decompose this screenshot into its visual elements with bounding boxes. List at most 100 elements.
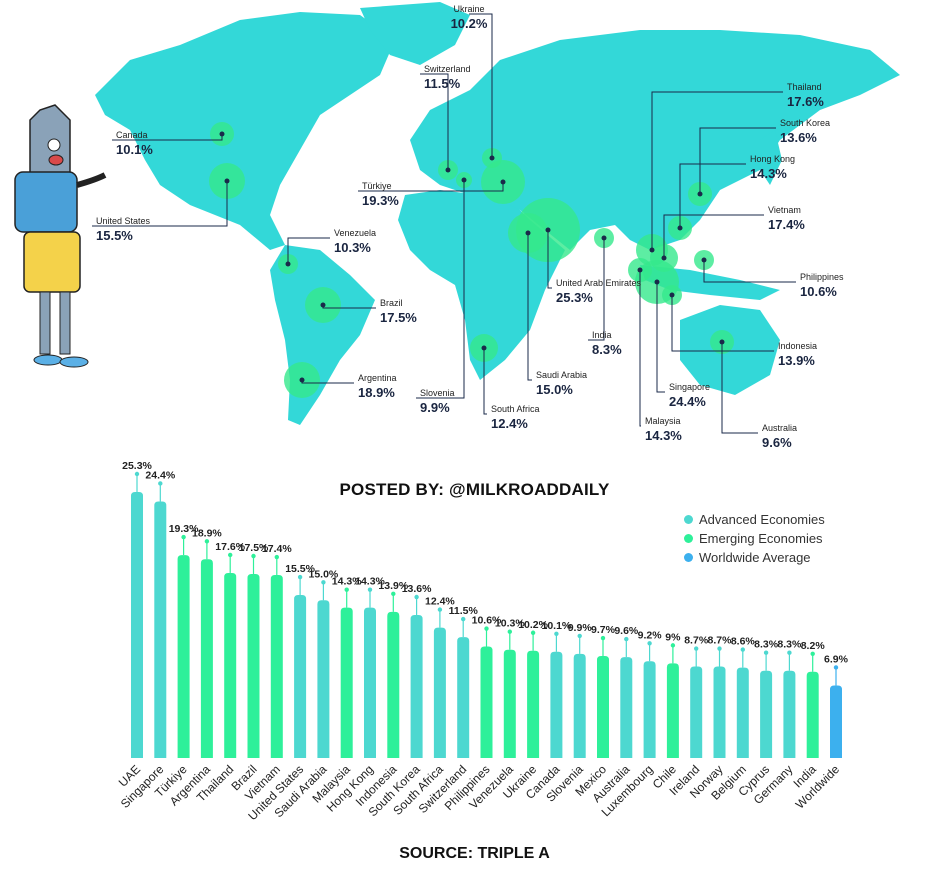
map-value-malaysia: 14.3% [645,428,682,443]
leader-t-rkiye [358,182,504,192]
pin-australia [719,339,725,345]
bar-chart: 25.3%UAE24.4%Singapore19.3%Türkiye18.9%A… [116,460,849,823]
leader-saudi-arabia [527,233,532,381]
map-name-switzerland: Switzerland [424,64,471,74]
continent-greenland [360,2,470,65]
map-name-india: India [592,330,612,340]
bar-value-indonesia: 13.9% [378,580,408,592]
bar-value-switzerland: 11.5% [449,605,479,617]
bar-slovenia [573,653,586,758]
bar-vietnam [270,575,283,758]
leader-venezuela [287,237,330,264]
bar-value-slovenia: 9.9% [568,622,593,634]
map-value-hong-kong: 14.3% [750,166,787,181]
bar-australia [620,657,633,758]
bar-value-luxembourg: 9.2% [638,629,663,641]
map-value-t-rkiye: 19.3% [362,193,399,208]
bar-marker-canada [554,631,559,637]
bar-value-ireland: 8.7% [684,635,709,647]
bar-value-worldwide: 6.9% [824,653,849,665]
bar-value-hong-kong: 14.3% [355,576,385,588]
legend-swatch-advanced [684,515,693,524]
world-map: Ukraine 10.2% Switzerland 11.5% Thailand 17.6… [14,2,900,450]
map-name-philippines: Philippines [800,272,844,282]
bar-value-united-states: 15.5% [285,563,315,575]
bar-luxembourg [643,661,656,758]
pin-brazil [320,302,326,308]
map-name-south-korea: South Korea [780,118,830,128]
bar-germany [783,670,796,758]
bar-thailand [224,572,237,758]
pin-vietnam [661,255,667,261]
map-name-singapore: Singapore [669,382,710,392]
bar-marker-brazil [251,553,256,559]
bar-marker-ukraine [530,630,536,635]
bar-value-venezuela: 10.3% [495,618,525,630]
bar-brazil [247,574,260,758]
mascot-leg-right [59,291,71,355]
bar-marker-norway [717,646,722,651]
source-note: SOURCE: TRIPLE A [399,845,550,862]
map-value-ukraine: 10.2% [451,16,488,31]
legend-item-advanced: Advanced Economies [684,510,825,529]
mascot-sandal-left [33,354,63,366]
map-value-united-states: 15.5% [96,228,133,243]
map-name-argentina: Argentina [358,373,397,383]
leader-switzerland [420,73,449,170]
bar-uae [131,492,143,758]
bar-marker-mexico [600,635,606,641]
bar-marker-south-africa [437,607,443,612]
bar-marker-philippines [484,626,489,631]
bar-marker-germany [787,650,792,655]
pin-south-africa [481,345,487,351]
bar-marker-switzerland [461,616,466,622]
bar-value-philippines: 10.6% [472,615,502,627]
bar-value-mexico: 9.7% [591,624,616,636]
map-value-australia: 9.6% [762,435,792,450]
leader-united-states [92,181,228,227]
map-value-united-arab-emirates: 25.3% [556,290,593,305]
mascot-shirt [14,171,78,233]
bar-value-south-africa: 12.4% [425,596,455,608]
bar-canada [550,651,563,758]
map-value-brazil: 17.5% [380,310,417,325]
legend-swatch-emerging [684,534,693,543]
bar-indonesia [387,611,400,758]
bar-value-india: 8.2% [801,640,826,652]
map-value-argentina: 18.9% [358,385,395,400]
bar-switzerland [457,637,470,758]
bar-value-australia: 9.6% [614,625,639,637]
bar-value-thailand: 17.6% [215,541,245,553]
bar-south-korea [410,615,423,758]
bar-venezuela [503,649,516,758]
leader-vietnam [663,214,764,258]
map-value-vietnam: 17.4% [768,217,805,232]
bar-value-chile: 9% [665,631,681,643]
pin-thailand [649,247,655,253]
bar-marker-india [810,651,815,656]
leader-ukraine [469,13,493,158]
bar-value-t-rkiye: 19.3% [169,523,199,535]
bar-marker-ireland [694,646,699,651]
bar-marker-australia [624,636,629,642]
bar-ukraine [527,650,540,758]
legend-label-worldwide: Worldwide Average [699,550,811,565]
bar-chile [666,663,679,758]
pin-t-rkiye [500,179,506,185]
map-value-south-korea: 13.6% [780,130,817,145]
bar-marker-argentina [204,539,210,544]
map-value-singapore: 24.4% [669,394,706,409]
bar-marker-indonesia [391,591,396,597]
leader-malaysia [639,270,641,427]
map-value-saudi-arabia: 15.0% [536,382,573,397]
map-value-south-africa: 12.4% [491,416,528,431]
bar-marker-saudi-arabia [321,580,326,585]
legend-item-worldwide: Worldwide Average [684,548,825,567]
bar-value-ukraine: 10.2% [518,619,548,631]
bar-hong-kong [364,607,376,758]
leader-south-korea [699,127,776,194]
map-name-australia: Australia [762,423,797,433]
pin-philippines [701,257,707,263]
pin-ukraine [489,155,495,161]
bar-marker-cyprus [763,650,769,655]
